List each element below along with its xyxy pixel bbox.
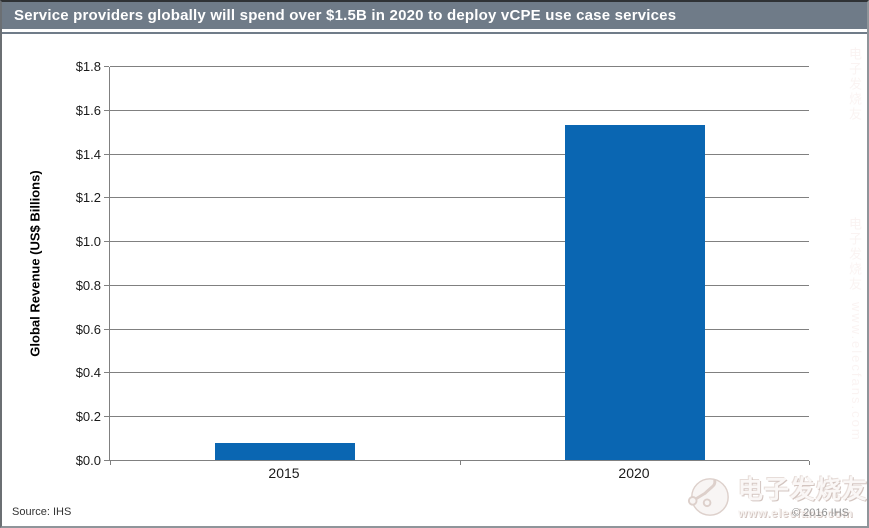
gridline [110, 197, 809, 199]
edge-watermark: 电子发烧友 [847, 47, 862, 122]
bar-2015 [215, 442, 355, 460]
gridline [110, 284, 809, 286]
copyright-note: © 2016 IHS [791, 507, 849, 519]
chart-title: Service providers globally will spend ov… [14, 7, 677, 24]
y-tick-label: $0.2 [75, 409, 101, 425]
edge-watermark: www.elecfans.com [849, 302, 864, 442]
x-axis-tick-labels: 2015 2020 [109, 465, 808, 485]
y-axis-tick [104, 153, 109, 155]
x-axis-tick [110, 461, 111, 465]
y-tick-label: $1.0 [75, 234, 101, 250]
x-tick-label: 2015 [268, 465, 300, 481]
y-tick-label: $1.4 [75, 146, 101, 162]
gridline [110, 328, 809, 330]
edge-watermark: 电子发烧友 [847, 217, 862, 292]
y-tick-label: $1.8 [75, 59, 101, 74]
y-axis-tick [104, 372, 109, 374]
x-tick-label: 2020 [618, 465, 650, 481]
y-axis-tick [104, 109, 109, 111]
y-tick-label: $0.0 [75, 453, 101, 468]
y-axis-tick [104, 416, 109, 418]
y-tick-label: $1.2 [75, 190, 101, 206]
bar-2020 [565, 125, 705, 460]
gridline [110, 372, 809, 374]
y-tick-label: $0.4 [75, 365, 101, 381]
gridline [110, 66, 809, 67]
y-axis-tick [104, 66, 109, 67]
y-axis-tick [104, 460, 109, 461]
y-tick-label: $1.6 [75, 102, 101, 118]
y-tick-label: $0.6 [75, 321, 101, 337]
y-axis-tick [104, 284, 109, 286]
source-note: Source: IHS [12, 506, 72, 518]
chart-title-bar: Service providers globally will spend ov… [2, 2, 867, 29]
gridline [110, 153, 809, 155]
gridline [110, 416, 809, 418]
y-tick-label: $0.8 [75, 277, 101, 293]
plot-area [104, 66, 810, 465]
gridline [110, 241, 809, 243]
x-axis-tick [809, 461, 810, 465]
x-axis-tick [460, 461, 461, 465]
y-axis-tick-labels: $0.0 $0.2 $0.4 $0.6 $0.8 $1.0 $1.2 $1.4 $1.6 $1.8 [2, 59, 101, 468]
y-axis-tick [104, 328, 109, 330]
gridline [110, 109, 809, 111]
y-axis-tick [104, 197, 109, 199]
title-underline [2, 32, 867, 34]
y-axis-tick [104, 241, 109, 243]
